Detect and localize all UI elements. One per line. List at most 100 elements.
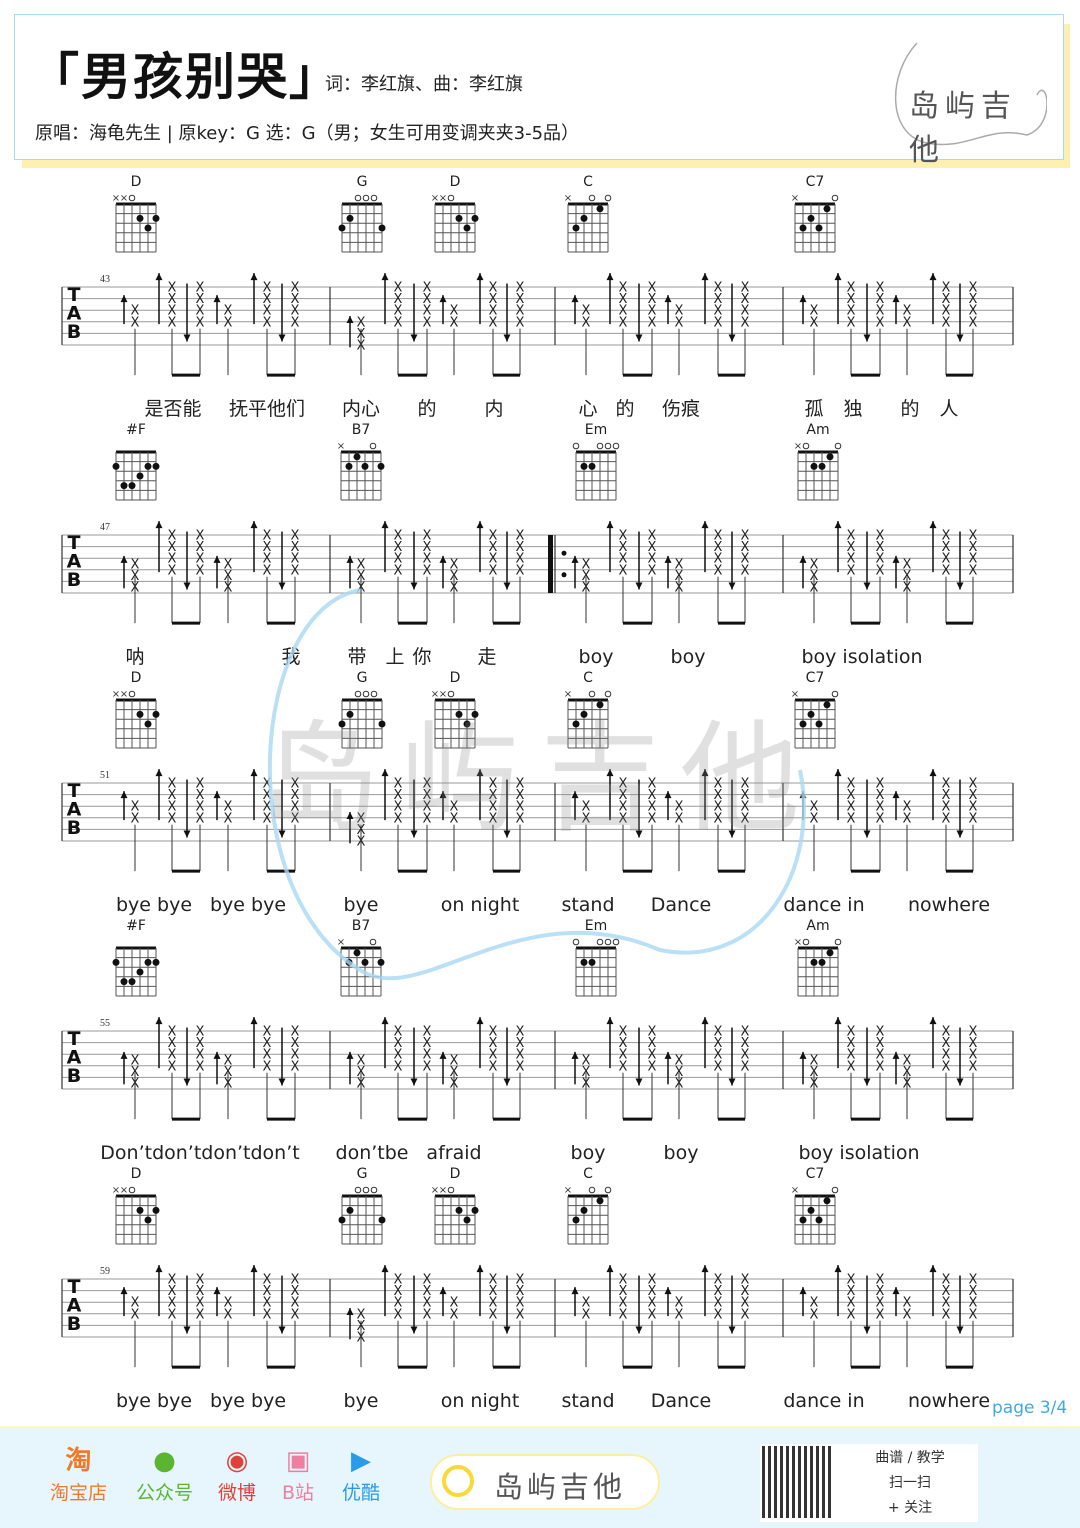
- muted-note: X: [291, 529, 300, 544]
- chord-finger-dot: [471, 1206, 479, 1214]
- lyric: boy: [664, 1142, 699, 1164]
- footer-link-weibo[interactable]: ◉ 微博: [218, 1444, 256, 1505]
- muted-note: X: [489, 292, 498, 307]
- muted-note: X: [196, 1307, 205, 1322]
- chord-name: C7: [806, 670, 825, 686]
- muted-note: X: [168, 281, 177, 296]
- muted-note: X: [969, 811, 978, 826]
- chord-name: B7: [352, 918, 371, 934]
- lyric: 你: [412, 646, 431, 668]
- muted-note: X: [969, 529, 978, 544]
- chord-mute-mark: ×: [791, 689, 799, 700]
- arrow-head: [606, 769, 614, 777]
- muted-note: X: [263, 1025, 272, 1040]
- muted-note: X: [714, 800, 723, 815]
- muted-note: X: [263, 552, 272, 567]
- muted-note: X: [675, 1054, 684, 1069]
- muted-note: X: [423, 811, 432, 826]
- muted-note: X: [619, 315, 628, 330]
- chord-open-mark: [362, 1186, 370, 1194]
- muted-note: X: [876, 552, 885, 567]
- muted-note: X: [394, 1307, 403, 1322]
- muted-note: X: [903, 1054, 912, 1069]
- muted-note: X: [196, 529, 205, 544]
- muted-note: X: [394, 315, 403, 330]
- muted-note: X: [876, 540, 885, 555]
- muted-note: X: [675, 800, 684, 815]
- chord-mute-mark: ×: [439, 193, 447, 204]
- muted-note: X: [168, 1048, 177, 1063]
- muted-note: X: [168, 540, 177, 555]
- arrow-head: [410, 582, 418, 590]
- arrow-head: [834, 1017, 842, 1025]
- tab-clef-letter: B: [67, 569, 81, 591]
- chord-open-mark: [572, 442, 580, 450]
- muted-note: X: [582, 315, 591, 330]
- arrow-head: [635, 334, 643, 342]
- chord-finger-dot: [346, 214, 354, 222]
- muted-note: X: [394, 1284, 403, 1299]
- chord-name: C: [583, 670, 593, 686]
- footer-link-taobao[interactable]: 淘淘宝店: [50, 1444, 107, 1505]
- muted-note: X: [714, 563, 723, 578]
- muted-note: X: [263, 811, 272, 826]
- qr-panel[interactable]: 曲谱 / 教学 扫一扫 + 关注: [760, 1444, 978, 1522]
- footer-link-bilibili[interactable]: ▣ B站: [282, 1444, 314, 1505]
- muted-note: X: [810, 800, 819, 815]
- lyric: boy isolation: [801, 646, 922, 668]
- muted-note: X: [648, 1273, 657, 1288]
- chord-open-mark: [447, 690, 455, 698]
- chord-name: C7: [806, 1166, 825, 1182]
- muted-note: X: [741, 800, 750, 815]
- arrow-head: [346, 1051, 354, 1059]
- muted-note: X: [619, 292, 628, 307]
- muted-note: X: [847, 777, 856, 792]
- muted-note: X: [224, 1054, 233, 1069]
- muted-note: X: [423, 304, 432, 319]
- chord-mute-mark: ×: [791, 1185, 799, 1196]
- muted-note: X: [423, 1296, 432, 1311]
- chord-open-mark: [831, 690, 839, 698]
- chord-name: #F: [126, 918, 146, 934]
- muted-note: X: [810, 569, 819, 584]
- muted-note: X: [675, 811, 684, 826]
- muted-note: X: [131, 800, 140, 815]
- arrow-head: [381, 769, 389, 777]
- qr-line: + 关注: [887, 1500, 933, 1516]
- arrow-head: [664, 295, 672, 303]
- arrow-head: [278, 582, 286, 590]
- muted-note: X: [450, 304, 459, 319]
- muted-note: X: [876, 777, 885, 792]
- tab-clef-letter: A: [67, 303, 82, 325]
- muted-note: X: [394, 1036, 403, 1051]
- muted-note: X: [876, 1025, 885, 1040]
- muted-note: X: [168, 1296, 177, 1311]
- chord-finger-dot: [455, 214, 463, 222]
- footer-link-wechat[interactable]: ● 公众号: [136, 1444, 193, 1505]
- muted-note: X: [489, 281, 498, 296]
- arrow-head: [503, 830, 511, 838]
- arrow-head: [834, 273, 842, 281]
- chord-open-mark: [588, 690, 596, 698]
- arrow-head: [929, 769, 937, 777]
- muted-note: X: [394, 552, 403, 567]
- muted-note: X: [224, 315, 233, 330]
- arrow-head: [183, 1326, 191, 1334]
- taobao-icon: 淘: [65, 1446, 92, 1476]
- search-box[interactable]: 岛屿吉他: [430, 1454, 660, 1510]
- muted-note: X: [516, 811, 525, 826]
- muted-note: X: [450, 558, 459, 573]
- lyric: bye bye: [210, 894, 286, 916]
- chord-open-mark: [369, 938, 377, 946]
- muted-note: X: [810, 1296, 819, 1311]
- muted-note: X: [847, 1048, 856, 1063]
- chord-open-mark: [831, 1186, 839, 1194]
- muted-note: X: [394, 563, 403, 578]
- header: 「男孩别哭」 词：李红旗、曲：李红旗 原唱：海龟先生 | 原key：G 选：G（…: [14, 14, 1064, 168]
- footer-link-youku[interactable]: ▶ 优酷: [342, 1444, 380, 1505]
- muted-note: X: [263, 292, 272, 307]
- muted-note: X: [423, 292, 432, 307]
- muted-note: X: [969, 315, 978, 330]
- arrow-head: [929, 1017, 937, 1025]
- lyric: 呐: [125, 646, 144, 668]
